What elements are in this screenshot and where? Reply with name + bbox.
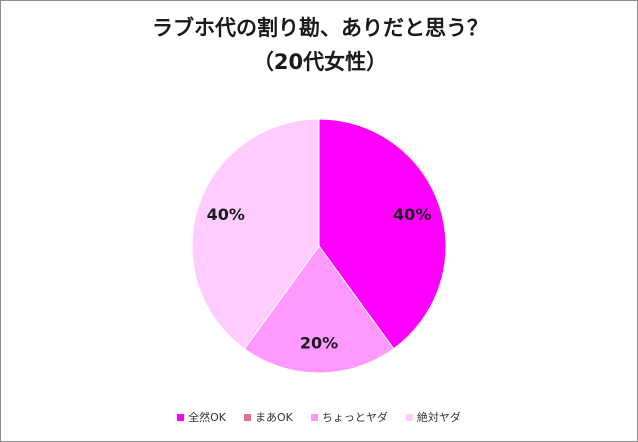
legend-swatch-chotto-yada (310, 413, 318, 421)
pie-slice-zettai-yada (191, 118, 320, 350)
chart-legend: 全然OK まあOK ちょっとヤダ 絶対ヤダ (0, 409, 638, 425)
legend-item-zenzen-ok: 全然OK (177, 409, 226, 425)
legend-item-chotto-yada: ちょっとヤダ (310, 409, 388, 425)
pie-label-chotto-yada: 20% (300, 334, 338, 353)
pie-slice-zenzen-ok (318, 118, 447, 350)
chart-subtitle: （20代女性） (252, 50, 388, 74)
legend-swatch-zettai-yada (405, 413, 413, 421)
legend-item-maa-ok: まあOK (244, 409, 293, 425)
legend-swatch-zenzen-ok (177, 413, 185, 421)
legend-swatch-maa-ok (244, 413, 251, 421)
chart-title-line-1: ラブホ代の割り勘、ありだと思う？ (152, 16, 488, 40)
pie-label-zettai-yada: 40% (207, 205, 245, 224)
legend-label-zenzen-ok: 全然OK (188, 411, 226, 424)
legend-label-maa-ok: まあOK (255, 411, 293, 424)
legend-item-zettai-yada: 絶対ヤダ (405, 409, 461, 425)
chart-title: ラブホ代の割り勘、ありだと思う？ （20代女性） (1, 11, 638, 79)
legend-label-chotto-yada: ちょっとヤダ (321, 411, 388, 424)
pie-label-zenzen-ok: 40% (393, 205, 431, 224)
legend-label-zettai-yada: 絶対ヤダ (416, 411, 461, 424)
pie-slice-chotto-yada (243, 245, 395, 374)
